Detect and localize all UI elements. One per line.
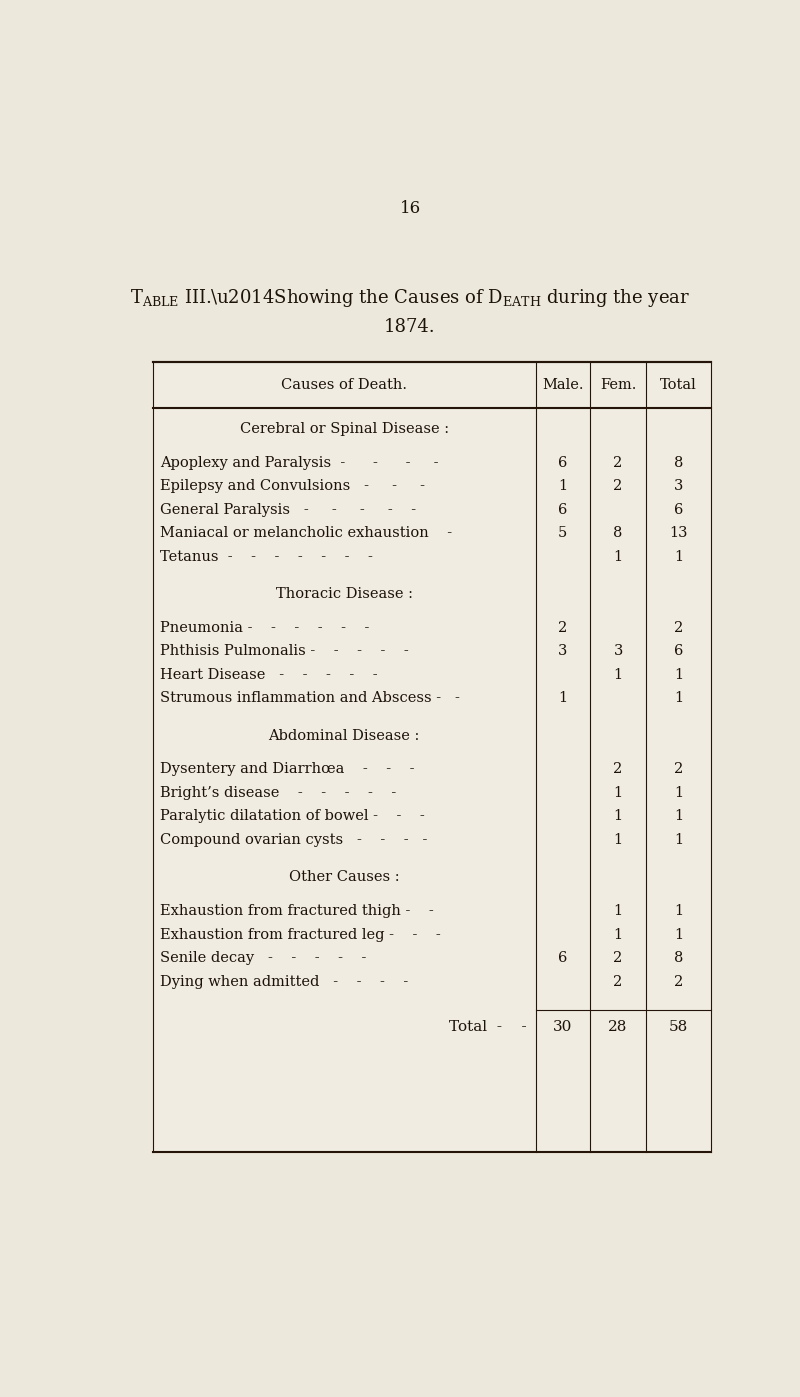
Text: 2: 2 xyxy=(674,763,683,777)
Text: 2: 2 xyxy=(614,763,622,777)
Bar xyxy=(153,362,710,1153)
Text: 1: 1 xyxy=(674,904,683,918)
Text: Strumous inflammation and Abscess -   -: Strumous inflammation and Abscess - - xyxy=(161,692,460,705)
Text: 2: 2 xyxy=(674,975,683,989)
Text: 6: 6 xyxy=(558,503,567,517)
Text: 1: 1 xyxy=(674,809,683,823)
Text: 1: 1 xyxy=(674,833,683,847)
Text: Male.: Male. xyxy=(542,377,583,391)
Text: Abdominal Disease :: Abdominal Disease : xyxy=(269,729,420,743)
Text: 8: 8 xyxy=(674,951,683,965)
Text: Bright’s disease    -    -    -    -    -: Bright’s disease - - - - - xyxy=(161,787,397,800)
Text: 16: 16 xyxy=(399,200,421,217)
Text: 5: 5 xyxy=(558,527,567,541)
Text: 8: 8 xyxy=(614,527,622,541)
Text: Exhaustion from fractured leg -    -    -: Exhaustion from fractured leg - - - xyxy=(161,928,442,942)
Text: 1: 1 xyxy=(674,928,683,942)
Text: 2: 2 xyxy=(558,620,567,634)
Text: Apoplexy and Paralysis  -      -      -     -: Apoplexy and Paralysis - - - - xyxy=(161,455,439,469)
Text: 2: 2 xyxy=(614,951,622,965)
Text: Fem.: Fem. xyxy=(600,377,636,391)
Text: 6: 6 xyxy=(558,951,567,965)
Text: 6: 6 xyxy=(674,503,683,517)
Text: 1: 1 xyxy=(558,692,567,705)
Text: Total  -    -: Total - - xyxy=(449,1020,526,1034)
Text: 6: 6 xyxy=(558,455,567,469)
Text: Dying when admitted   -    -    -    -: Dying when admitted - - - - xyxy=(161,975,409,989)
Text: Phthisis Pulmonalis -    -    -    -    -: Phthisis Pulmonalis - - - - - xyxy=(161,644,409,658)
Text: 1: 1 xyxy=(614,549,622,563)
Text: 1: 1 xyxy=(674,549,683,563)
Text: Dysentery and Diarrhœa    -    -    -: Dysentery and Diarrhœa - - - xyxy=(161,763,415,777)
Text: 13: 13 xyxy=(670,527,688,541)
Text: Senile decay   -    -    -    -    -: Senile decay - - - - - xyxy=(161,951,367,965)
Text: Causes of Death.: Causes of Death. xyxy=(281,377,407,391)
Text: Pneumonia -    -    -    -    -    -: Pneumonia - - - - - - xyxy=(161,620,370,634)
Text: 28: 28 xyxy=(609,1020,628,1034)
Text: Compound ovarian cysts   -    -    -   -: Compound ovarian cysts - - - - xyxy=(161,833,428,847)
Text: 1: 1 xyxy=(614,928,622,942)
Text: Epilepsy and Convulsions   -     -     -: Epilepsy and Convulsions - - - xyxy=(161,479,426,493)
Text: Other Causes :: Other Causes : xyxy=(289,870,399,884)
Text: Cerebral or Spinal Disease :: Cerebral or Spinal Disease : xyxy=(239,422,449,436)
Text: 2: 2 xyxy=(674,620,683,634)
Text: 1: 1 xyxy=(614,787,622,800)
Text: 1: 1 xyxy=(614,904,622,918)
Text: Exhaustion from fractured thigh -    -: Exhaustion from fractured thigh - - xyxy=(161,904,434,918)
Text: Maniacal or melancholic exhaustion    -: Maniacal or melancholic exhaustion - xyxy=(161,527,453,541)
Text: 1: 1 xyxy=(674,692,683,705)
Text: Heart Disease   -    -    -    -    -: Heart Disease - - - - - xyxy=(161,668,378,682)
Text: Thoracic Disease :: Thoracic Disease : xyxy=(276,587,413,601)
Text: 1: 1 xyxy=(674,668,683,682)
Text: 1: 1 xyxy=(614,833,622,847)
Text: Total: Total xyxy=(660,377,697,391)
Text: 1: 1 xyxy=(558,479,567,493)
Text: 1: 1 xyxy=(674,787,683,800)
Text: 1: 1 xyxy=(614,809,622,823)
Text: 30: 30 xyxy=(553,1020,572,1034)
Text: 6: 6 xyxy=(674,644,683,658)
Text: Tetanus  -    -    -    -    -    -    -: Tetanus - - - - - - - xyxy=(161,549,374,563)
Text: 1: 1 xyxy=(614,668,622,682)
Text: $\mathregular{T_{ABLE}}$ III.\u2014Showing the Causes of $\mathregular{D_{EATH}}: $\mathregular{T_{ABLE}}$ III.\u2014Showi… xyxy=(130,286,690,309)
Text: 58: 58 xyxy=(669,1020,688,1034)
Text: 3: 3 xyxy=(674,479,683,493)
Text: General Paralysis   -     -     -     -    -: General Paralysis - - - - - xyxy=(161,503,417,517)
Text: 8: 8 xyxy=(674,455,683,469)
Text: 1874.: 1874. xyxy=(384,317,436,335)
Text: 2: 2 xyxy=(614,479,622,493)
Text: 3: 3 xyxy=(614,644,622,658)
Text: 2: 2 xyxy=(614,455,622,469)
Text: Paralytic dilatation of bowel -    -    -: Paralytic dilatation of bowel - - - xyxy=(161,809,426,823)
Text: 3: 3 xyxy=(558,644,567,658)
Text: 2: 2 xyxy=(614,975,622,989)
